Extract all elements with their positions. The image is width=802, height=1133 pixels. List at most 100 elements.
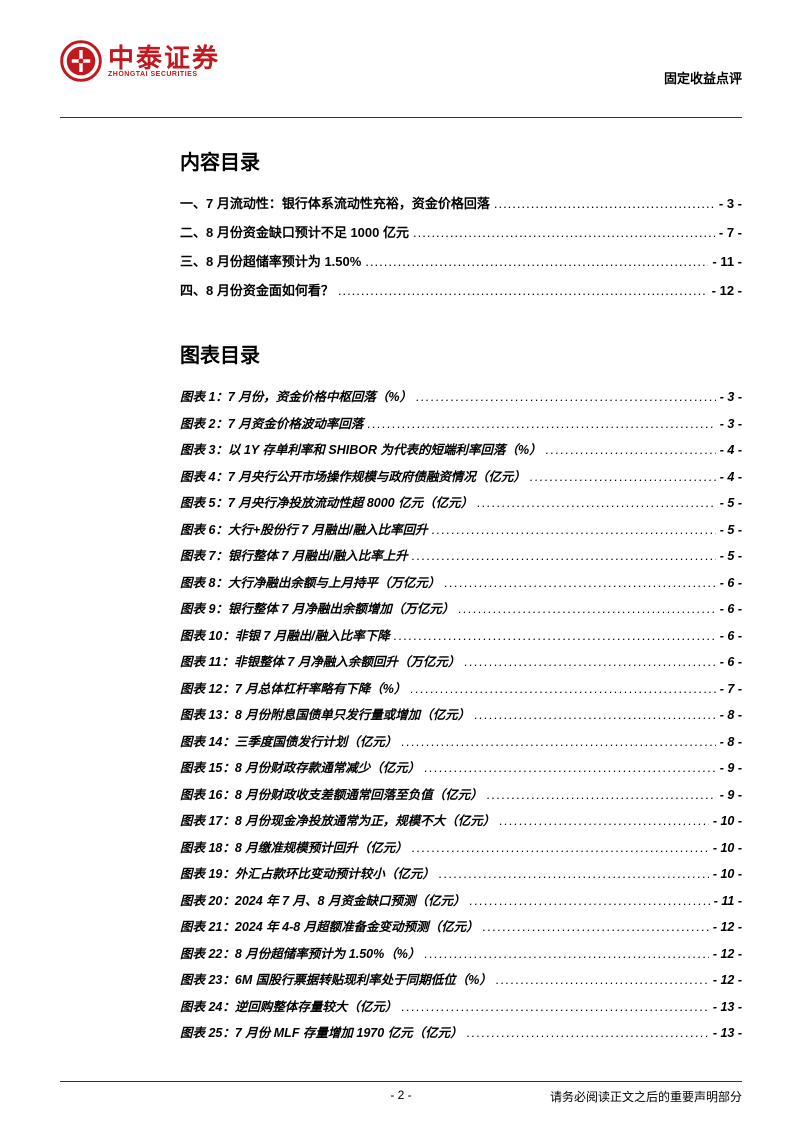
toc-page: - 13 -	[713, 1026, 742, 1040]
toc-label: 图表 3：以 1Y 存单利率和 SHIBOR 为代表的短端利率回落（%）	[180, 439, 542, 458]
toc-row[interactable]: 图表 12：7 月总体杠杆率略有下降（%） - 7 -	[180, 678, 742, 697]
toc-leader	[338, 283, 708, 298]
logo-cn-text: 中泰证券	[108, 45, 220, 71]
toc-row[interactable]: 四、8 月份资金面如何看？ - 12 -	[180, 280, 742, 299]
footer-disclaimer: 请务必阅读正文之后的重要声明部分	[550, 1088, 742, 1105]
toc-row[interactable]: 图表 4：7 月央行公开市场操作规模与政府债融资情况（亿元）- 4 -	[180, 466, 742, 485]
toc-row[interactable]: 图表 10：非银 7 月融出/融入比率下降- 6 -	[180, 625, 742, 644]
toc-row[interactable]: 图表 2：7 月资金价格波动率回落- 3 -	[180, 413, 742, 432]
toc-row[interactable]: 图表 20：2024 年 7 月、8 月资金缺口预测（亿元）- 11 -	[180, 890, 742, 909]
toc-leader	[469, 894, 709, 908]
toc-page: - 12 -	[712, 283, 742, 298]
toc-page: - 7 -	[720, 682, 742, 696]
logo-text: 中泰证券 ZHONGTAI SECURITIES	[108, 45, 220, 78]
toc-leader	[416, 390, 716, 404]
toc-label: 图表 5：7 月央行净投放流动性超 8000 亿元（亿元）	[180, 492, 473, 511]
toc-label: 图表 14：三季度国债发行计划（亿元）	[180, 731, 397, 750]
toc-row[interactable]: 图表 25：7 月份 MLF 存量增加 1970 亿元（亿元）- 13 -	[180, 1022, 742, 1041]
toc-page: - 3 -	[719, 196, 742, 211]
toc-row[interactable]: 图表 1：7 月份，资金价格中枢回落（%） - 3 -	[180, 386, 742, 405]
toc-page: - 12 -	[713, 920, 742, 934]
toc-row[interactable]: 图表 7：银行整体 7 月融出/融入比率上升- 5 -	[180, 545, 742, 564]
footer-divider	[60, 1081, 742, 1082]
toc-label: 图表 13：8 月份附息国债单只发行量或增加（亿元）	[180, 704, 470, 723]
toc-leader	[394, 629, 716, 643]
page: 中泰证券 ZHONGTAI SECURITIES 固定收益点评 内容目录 一、7…	[0, 0, 802, 1133]
toc-row[interactable]: 三、8 月份超储率预计为 1.50% - 11 -	[180, 251, 742, 270]
toc-row[interactable]: 图表 6：大行+股份行 7 月融出/融入比率回升- 5 -	[180, 519, 742, 538]
toc-row[interactable]: 图表 24：逆回购整体存量较大（亿元） - 13 -	[180, 996, 742, 1015]
toc-row[interactable]: 图表 19：外汇占款环比变动预计较小（亿元）- 10 -	[180, 863, 742, 882]
header-divider	[60, 117, 742, 118]
toc-row[interactable]: 图表 8：大行净融出余额与上月持平（万亿元）- 6 -	[180, 572, 742, 591]
toc-page: - 4 -	[720, 470, 742, 484]
toc-page: - 9 -	[720, 761, 742, 775]
header: 中泰证券 ZHONGTAI SECURITIES 固定收益点评	[60, 40, 742, 87]
toc-leader	[458, 602, 715, 616]
toc-page: - 6 -	[720, 655, 742, 669]
toc-leader	[401, 735, 715, 749]
toc-page: - 3 -	[720, 390, 742, 404]
footer-row: - 2 - 请务必阅读正文之后的重要声明部分	[60, 1088, 742, 1105]
toc-row[interactable]: 二、8 月份资金缺口预计不足 1000 亿元 - 7 -	[180, 222, 742, 241]
toc-leader	[496, 973, 709, 987]
toc-leader	[424, 761, 715, 775]
company-logo-icon	[60, 40, 102, 82]
toc-page: - 8 -	[720, 708, 742, 722]
toc-leader	[487, 788, 716, 802]
toc-row[interactable]: 图表 21：2024 年 4-8 月超额准备金变动预测（亿元）- 12 -	[180, 916, 742, 935]
toc-row[interactable]: 图表 16：8 月份财政收支差额通常回落至负值（亿元）- 9 -	[180, 784, 742, 803]
toc-page: - 11 -	[712, 254, 742, 269]
toc-row[interactable]: 图表 15：8 月份财政存款通常减少（亿元） - 9 -	[180, 757, 742, 776]
toc-row[interactable]: 图表 17：8 月份现金净投放通常为正，规模不大（亿元）- 10 -	[180, 810, 742, 829]
toc-row[interactable]: 图表 22：8 月份超储率预计为 1.50%（%） - 12 -	[180, 943, 742, 962]
toc-label: 图表 12：7 月总体杠杆率略有下降（%）	[180, 678, 406, 697]
toc-label: 图表 15：8 月份财政存款通常减少（亿元）	[180, 757, 420, 776]
toc-leader	[477, 496, 716, 510]
toc-row[interactable]: 图表 3：以 1Y 存单利率和 SHIBOR 为代表的短端利率回落（%）- 4 …	[180, 439, 742, 458]
toc-label: 二、8 月份资金缺口预计不足 1000 亿元	[180, 222, 409, 241]
toc-label: 图表 18：8 月缴准规模预计回升（亿元）	[180, 837, 408, 856]
toc-row[interactable]: 图表 14：三季度国债发行计划（亿元） - 8 -	[180, 731, 742, 750]
toc-leader	[432, 523, 716, 537]
toc-page: - 10 -	[713, 841, 742, 855]
toc-label: 图表 22：8 月份超储率预计为 1.50%（%）	[180, 943, 420, 962]
toc-label: 四、8 月份资金面如何看？	[180, 280, 334, 299]
toc-label: 一、7 月流动性：银行体系流动性充裕，资金价格回落	[180, 193, 490, 212]
toc-page: - 12 -	[713, 947, 742, 961]
toc-leader	[467, 1026, 709, 1040]
toc-label: 图表 10：非银 7 月融出/融入比率下降	[180, 625, 390, 644]
toc-page: - 5 -	[720, 496, 742, 510]
toc-label: 三、8 月份超储率预计为 1.50%	[180, 251, 361, 270]
toc-row[interactable]: 图表 23：6M 国股行票据转贴现利率处于同期低位（%）- 12 -	[180, 969, 742, 988]
toc-page: - 13 -	[713, 1000, 742, 1014]
toc-title: 内容目录	[180, 146, 742, 175]
figure-list: 图表 1：7 月份，资金价格中枢回落（%） - 3 - 图表 2：7 月资金价格波动…	[180, 386, 742, 1041]
toc-leader	[464, 655, 715, 669]
toc-row[interactable]: 图表 5：7 月央行净投放流动性超 8000 亿元（亿元） - 5 -	[180, 492, 742, 511]
toc-row[interactable]: 图表 18：8 月缴准规模预计回升（亿元） - 10 -	[180, 837, 742, 856]
toc-leader	[401, 1000, 708, 1014]
toc-page: - 12 -	[713, 973, 742, 987]
toc-label: 图表 24：逆回购整体存量较大（亿元）	[180, 996, 397, 1015]
toc-leader	[367, 417, 715, 431]
toc-leader	[413, 225, 715, 240]
toc-label: 图表 9：银行整体 7 月净融出余额增加（万亿元）	[180, 598, 454, 617]
toc-row[interactable]: 一、7 月流动性：银行体系流动性充裕，资金价格回落 - 3 -	[180, 193, 742, 212]
toc-label: 图表 8：大行净融出余额与上月持平（万亿元）	[180, 572, 440, 591]
logo-block: 中泰证券 ZHONGTAI SECURITIES	[60, 40, 220, 82]
toc-page: - 8 -	[720, 735, 742, 749]
toc-label: 图表 17：8 月份现金净投放通常为正，规模不大（亿元）	[180, 810, 495, 829]
toc-label: 图表 2：7 月资金价格波动率回落	[180, 413, 363, 432]
toc-leader	[412, 841, 709, 855]
figures-title: 图表目录	[180, 339, 742, 368]
toc-row[interactable]: 图表 9：银行整体 7 月净融出余额增加（万亿元）- 6 -	[180, 598, 742, 617]
toc-label: 图表 16：8 月份财政收支差额通常回落至负值（亿元）	[180, 784, 483, 803]
toc-row[interactable]: 图表 13：8 月份附息国债单只发行量或增加（亿元） - 8 -	[180, 704, 742, 723]
toc-leader	[424, 947, 708, 961]
toc-page: - 5 -	[720, 523, 742, 537]
toc-row[interactable]: 图表 11：非银整体 7 月净融入余额回升（万亿元）- 6 -	[180, 651, 742, 670]
toc-page: - 7 -	[719, 225, 742, 240]
toc-label: 图表 1：7 月份，资金价格中枢回落（%）	[180, 386, 412, 405]
toc-page: - 11 -	[714, 894, 742, 908]
